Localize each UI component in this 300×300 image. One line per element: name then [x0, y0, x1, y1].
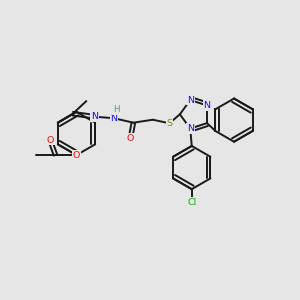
Text: S: S — [167, 119, 172, 128]
Text: Cl: Cl — [187, 198, 196, 207]
Text: H: H — [113, 105, 119, 114]
Text: N: N — [91, 112, 98, 121]
Text: N: N — [110, 114, 117, 123]
Text: O: O — [73, 151, 80, 160]
Text: O: O — [46, 136, 54, 145]
Text: N: N — [203, 101, 211, 110]
Text: N: N — [187, 124, 194, 133]
Text: N: N — [187, 95, 194, 104]
Text: O: O — [127, 134, 134, 143]
